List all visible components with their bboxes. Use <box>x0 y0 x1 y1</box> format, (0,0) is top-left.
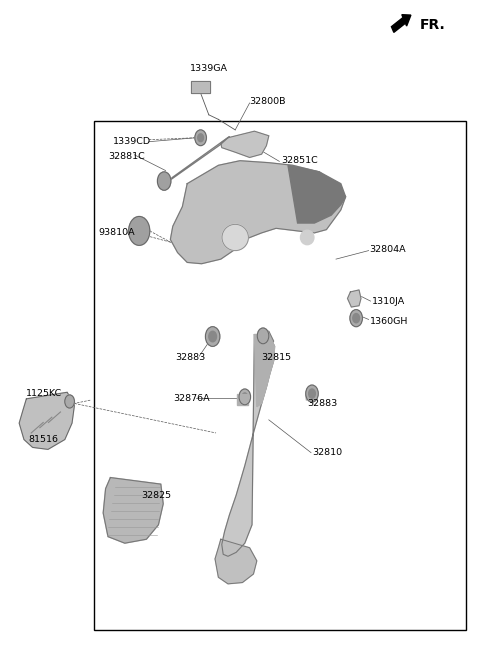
Circle shape <box>133 222 145 239</box>
Text: 32881C: 32881C <box>108 152 145 161</box>
Circle shape <box>242 393 248 401</box>
Text: 32883: 32883 <box>175 353 205 362</box>
Polygon shape <box>191 81 210 93</box>
Text: 1125KC: 1125KC <box>26 389 63 398</box>
Text: 1310JA: 1310JA <box>372 297 405 306</box>
Text: 1360GH: 1360GH <box>370 317 408 326</box>
Polygon shape <box>288 165 346 223</box>
Polygon shape <box>257 331 274 349</box>
Circle shape <box>309 389 315 398</box>
Circle shape <box>205 327 220 346</box>
Polygon shape <box>348 290 361 307</box>
Circle shape <box>195 130 206 146</box>
Circle shape <box>157 172 171 190</box>
Circle shape <box>239 389 251 405</box>
Circle shape <box>353 314 360 323</box>
Text: FR.: FR. <box>420 18 446 32</box>
Text: 32815: 32815 <box>262 353 292 362</box>
Polygon shape <box>103 478 163 543</box>
Circle shape <box>129 216 150 245</box>
Text: 81516: 81516 <box>29 435 59 444</box>
Text: 32825: 32825 <box>142 491 172 500</box>
Text: 1339CD: 1339CD <box>113 137 151 146</box>
Circle shape <box>306 385 318 402</box>
Bar <box>237 394 248 405</box>
Polygon shape <box>170 161 346 264</box>
Text: 32804A: 32804A <box>370 245 406 254</box>
Circle shape <box>198 134 204 142</box>
Circle shape <box>209 331 216 342</box>
Polygon shape <box>129 218 150 243</box>
Bar <box>94 121 466 630</box>
Text: 32800B: 32800B <box>250 97 286 106</box>
Ellipse shape <box>222 224 249 251</box>
Polygon shape <box>221 131 269 157</box>
Polygon shape <box>215 539 257 584</box>
Polygon shape <box>222 335 275 556</box>
Polygon shape <box>254 335 275 407</box>
Circle shape <box>257 328 269 344</box>
Text: 1339GA: 1339GA <box>190 64 228 73</box>
Text: 93810A: 93810A <box>98 228 135 237</box>
Ellipse shape <box>300 230 314 245</box>
FancyArrow shape <box>391 14 411 32</box>
Text: 32810: 32810 <box>312 448 342 457</box>
Polygon shape <box>163 136 229 185</box>
Text: 32876A: 32876A <box>173 394 209 403</box>
Circle shape <box>65 395 74 408</box>
Circle shape <box>350 310 362 327</box>
Text: 32883: 32883 <box>307 399 337 408</box>
Text: 32851C: 32851C <box>281 156 318 165</box>
Polygon shape <box>19 392 74 449</box>
